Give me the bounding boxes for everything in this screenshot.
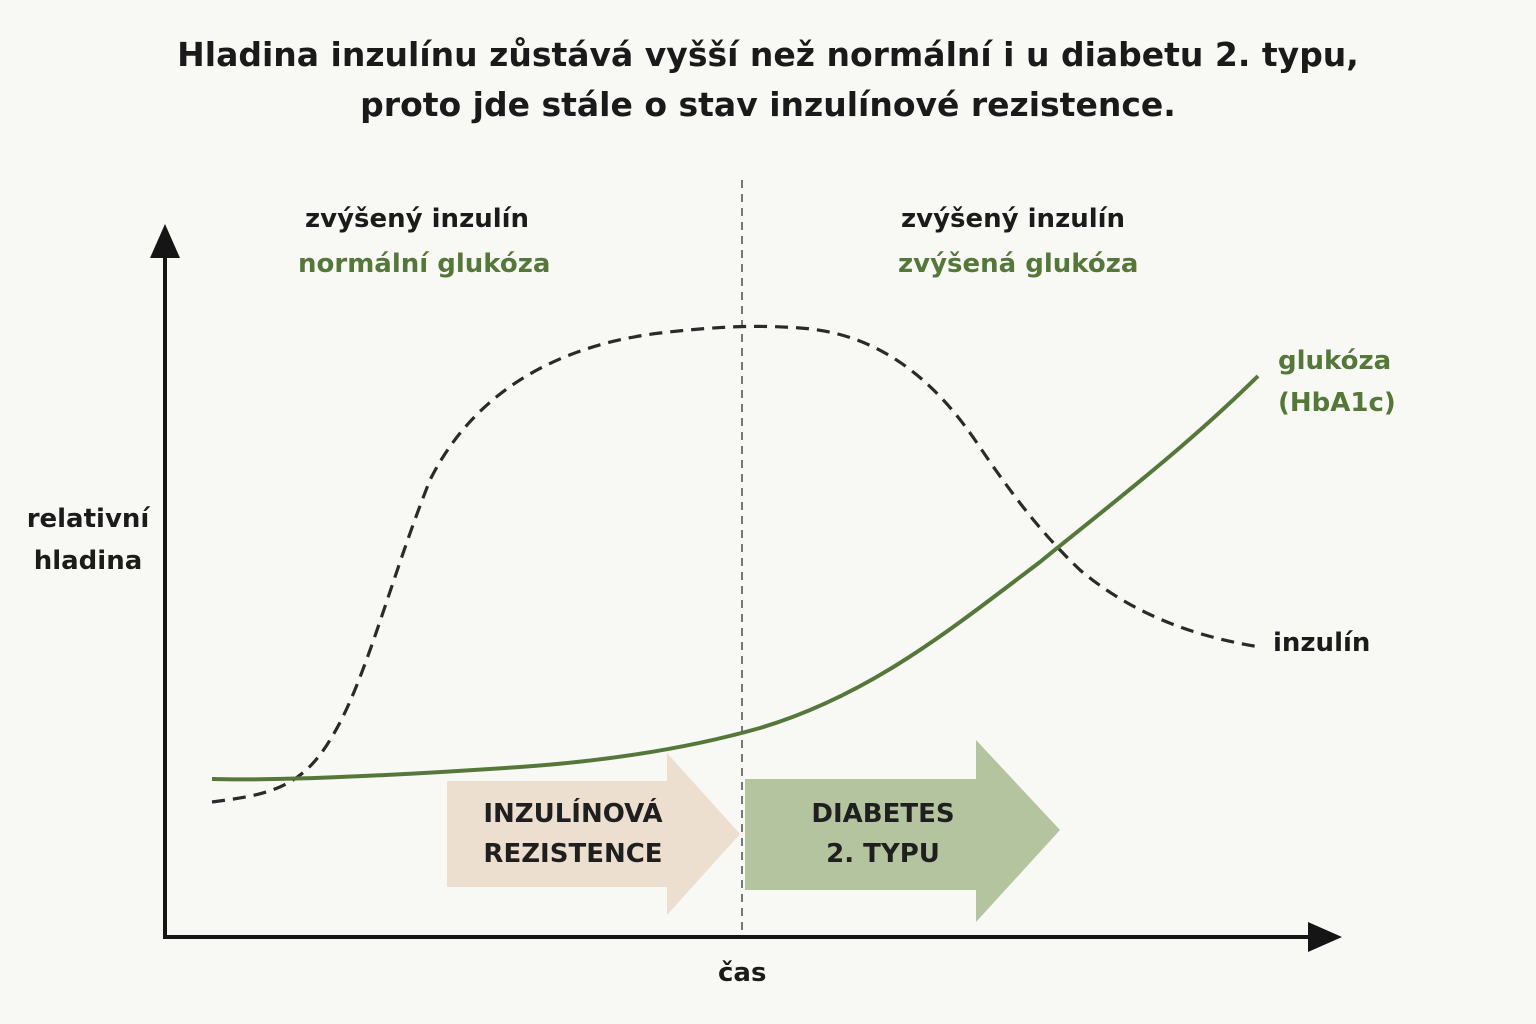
left-phase-glucose-label: normální glukóza bbox=[298, 249, 551, 279]
right-phase-insulin-label: zvýšený inzulín bbox=[901, 204, 1126, 234]
insulin-resistance-label: INZULÍNOVÁ REZISTENCE bbox=[447, 794, 699, 874]
left-phase-insulin-label: zvýšený inzulín bbox=[305, 204, 530, 234]
diabetes-type2-label-line-1: DIABETES bbox=[811, 799, 955, 829]
diabetes-type2-label-line-2: 2. TYPU bbox=[826, 839, 940, 869]
y-axis-label-line-1: relativní bbox=[26, 504, 150, 534]
x-axis-label: čas bbox=[718, 958, 767, 988]
title-line-2: proto jde stále o stav inzulínové rezist… bbox=[360, 85, 1176, 124]
right-phase-glucose-label: zvýšená glukóza bbox=[898, 249, 1139, 279]
insulin-curve bbox=[211, 324, 1261, 804]
insulin-series-label: inzulín bbox=[1273, 628, 1371, 658]
title-line-1: Hladina inzulínu zůstává vyšší než normá… bbox=[177, 35, 1359, 74]
x-axis-arrowhead bbox=[1308, 922, 1342, 952]
chart-title: Hladina inzulínu zůstává vyšší než normá… bbox=[0, 30, 1536, 130]
y-axis-label-line-2: hladina bbox=[33, 546, 143, 576]
y-axis-label: relativní hladina bbox=[18, 498, 158, 582]
glucose-curve bbox=[211, 374, 1260, 782]
insulin-resistance-label-line-1: INZULÍNOVÁ bbox=[483, 799, 663, 829]
insulin-resistance-arrow bbox=[447, 753, 740, 915]
diabetes-type2-arrow bbox=[745, 740, 1060, 922]
diabetes-type2-label: DIABETES 2. TYPU bbox=[745, 794, 1021, 874]
y-axis-arrowhead bbox=[150, 224, 180, 258]
glucose-series-label-line-2: (HbA1c) bbox=[1278, 388, 1396, 418]
glucose-series-label: glukóza (HbA1c) bbox=[1278, 340, 1396, 424]
glucose-series-label-line-1: glukóza bbox=[1278, 346, 1392, 376]
insulin-resistance-label-line-2: REZISTENCE bbox=[483, 839, 663, 869]
